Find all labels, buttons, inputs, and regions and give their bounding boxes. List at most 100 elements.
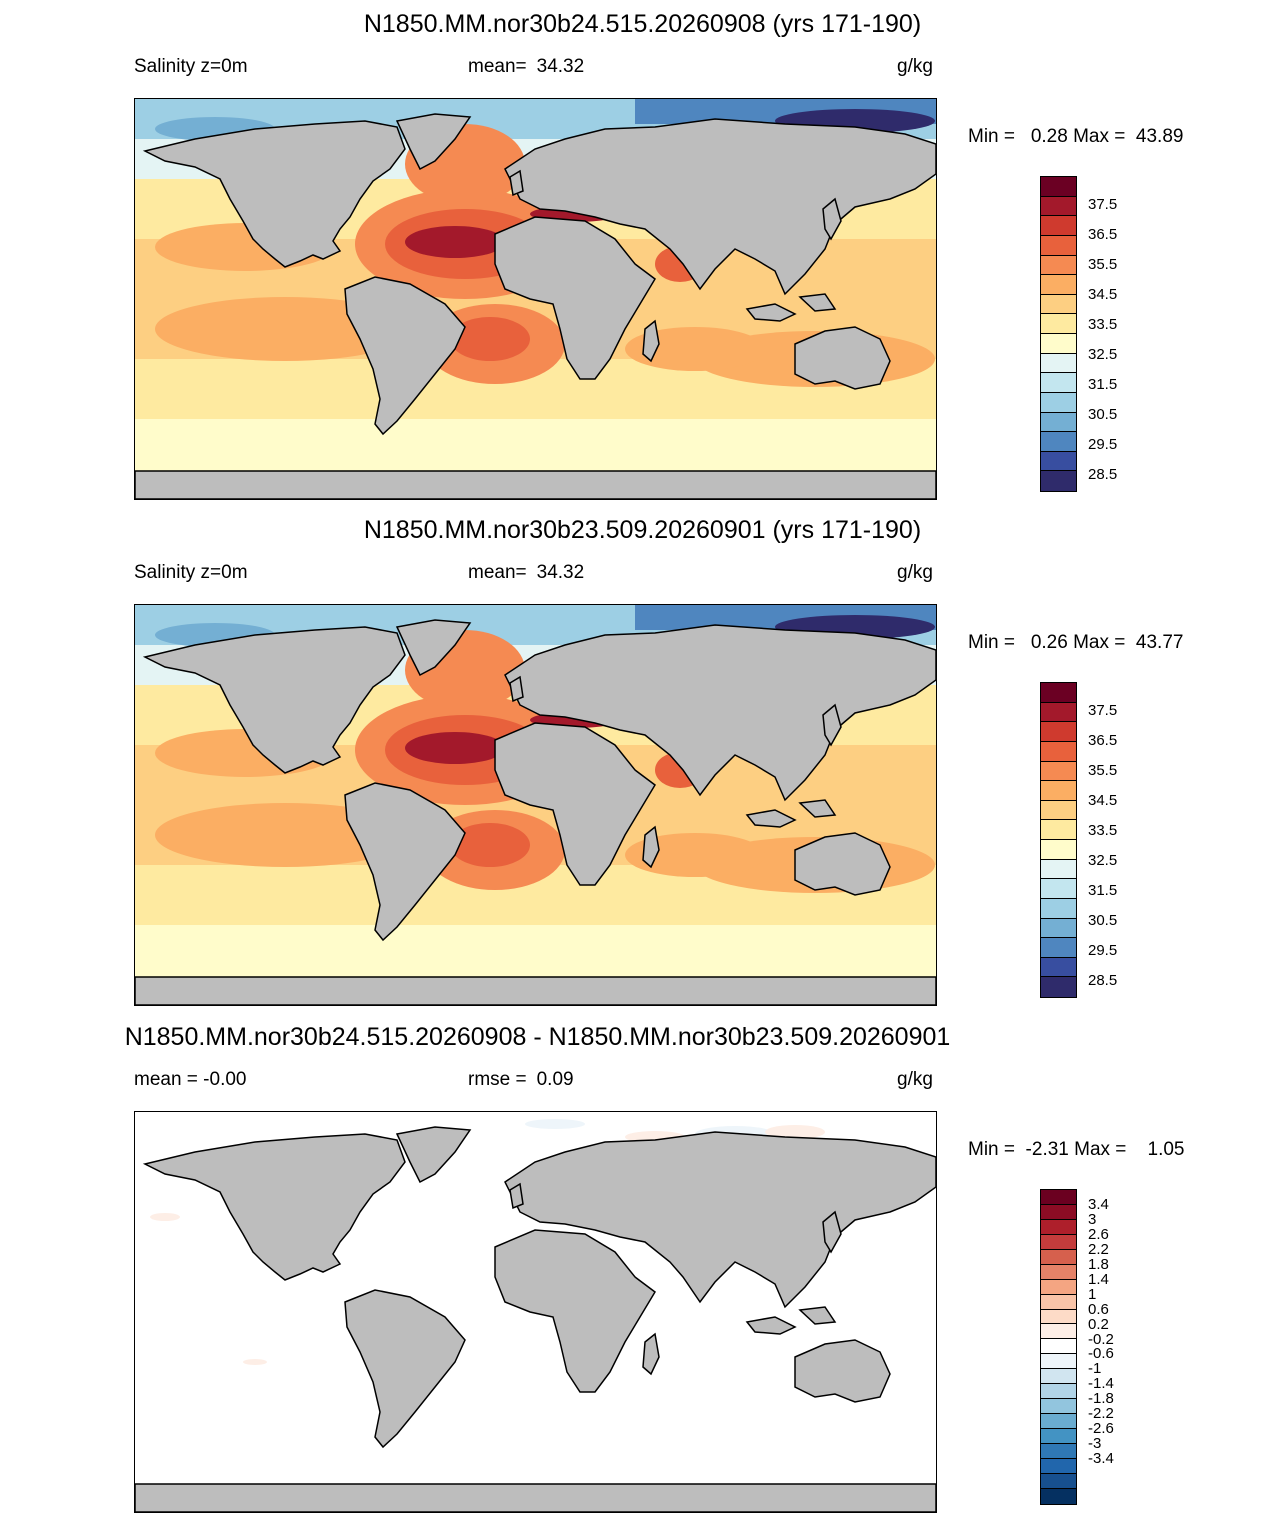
colorbar-tick-label: 33.5: [1088, 822, 1118, 839]
colorbar-swatch: [1041, 1324, 1076, 1340]
colorbar-swatch: [1041, 196, 1076, 217]
colorbar-tick-label: 1.4: [1088, 1270, 1109, 1288]
colorbar-tick-label: -1: [1088, 1360, 1102, 1378]
colorbar-swatch: [1041, 781, 1076, 801]
panel-title: N1850.MM.nor30b24.515.20260908 (yrs 171-…: [363, 10, 922, 38]
colorbar: [1040, 176, 1077, 492]
rmse-label: rmse = 0.09: [468, 1069, 574, 1090]
colorbar-tick-label: 32.5: [1088, 346, 1118, 363]
min-max-label: Min = 0.26 Max = 43.77: [968, 632, 1184, 653]
colorbar-tick-label: 34.5: [1088, 792, 1118, 809]
colorbar-swatch: [1041, 879, 1076, 899]
colorbar-tick-label: 28.5: [1088, 466, 1118, 483]
colorbar-tick-label: 37.5: [1088, 702, 1118, 719]
colorbar-swatch: [1041, 1249, 1076, 1265]
colorbar-swatch: [1041, 1354, 1076, 1370]
colorbar-swatch: [1041, 683, 1076, 703]
colorbar-tick-label: 30.5: [1088, 912, 1118, 929]
colorbar-swatch: [1041, 702, 1076, 723]
variable-label: Salinity z=0m: [134, 562, 248, 583]
panel-2: N1850.MM.nor30b23.509.20260901 (yrs 171-…: [0, 506, 1285, 1011]
colorbar-tick-label: -1.4: [1088, 1375, 1114, 1393]
mean-label: mean = -0.00: [134, 1069, 247, 1090]
colorbar-tick-label: 35.5: [1088, 256, 1118, 273]
mean-label: mean= 34.32: [468, 56, 585, 77]
colorbar-swatch: [1041, 1414, 1076, 1429]
colorbar-swatch: [1041, 471, 1076, 491]
salinity-map: [134, 604, 937, 1006]
colorbar-swatch: [1041, 938, 1076, 958]
colorbar-tick-label: 31.5: [1088, 882, 1118, 899]
difference-map: [134, 1111, 937, 1513]
colorbar-swatch: [1041, 1309, 1076, 1325]
colorbar-tick-label: -3: [1088, 1435, 1102, 1453]
colorbar: [1040, 1189, 1077, 1505]
colorbar-swatch: [1041, 1399, 1076, 1415]
colorbar-swatch: [1041, 412, 1076, 433]
colorbar-tick-label: 29.5: [1088, 436, 1118, 453]
colorbar-swatch: [1041, 820, 1076, 840]
colorbar-swatch: [1041, 373, 1076, 393]
units-label: g/kg: [897, 56, 933, 77]
colorbar-swatch: [1041, 334, 1076, 354]
colorbar-swatch: [1041, 1429, 1076, 1444]
colorbar-tick-label: 36.5: [1088, 226, 1118, 243]
colorbar-tick-label: -1.8: [1088, 1390, 1114, 1408]
variable-label: Salinity z=0m: [134, 56, 248, 77]
colorbar-tick-label: 30.5: [1088, 406, 1118, 423]
colorbar-swatch: [1041, 957, 1076, 978]
colorbar-tick-label: 29.5: [1088, 942, 1118, 959]
units-label: g/kg: [897, 562, 933, 583]
colorbar-tick-label: -0.2: [1088, 1330, 1114, 1348]
colorbar-swatch: [1041, 353, 1076, 374]
colorbar-swatch: [1041, 392, 1076, 413]
colorbar-swatch: [1041, 1190, 1076, 1205]
colorbar-swatch: [1041, 977, 1076, 997]
panel-1: N1850.MM.nor30b24.515.20260908 (yrs 171-…: [0, 0, 1285, 505]
colorbar-tick-label: -2.6: [1088, 1420, 1114, 1438]
panel-title: N1850.MM.nor30b24.515.20260908 - N1850.M…: [124, 1023, 951, 1051]
colorbar-tick-label: -0.6: [1088, 1345, 1114, 1363]
colorbar-swatch: [1041, 1264, 1076, 1280]
colorbar-tick-label: -3.4: [1088, 1450, 1114, 1468]
min-max-label: Min = -2.31 Max = 1.05: [968, 1139, 1185, 1160]
colorbar-swatch: [1041, 275, 1076, 295]
colorbar: [1040, 682, 1077, 998]
colorbar-swatch: [1041, 1443, 1076, 1459]
colorbar-tick-label: 35.5: [1088, 762, 1118, 779]
mean-label: mean= 34.32: [468, 562, 585, 583]
colorbar-tick-label: 34.5: [1088, 286, 1118, 303]
colorbar-swatch: [1041, 314, 1076, 334]
colorbar-tick-label: 0.2: [1088, 1315, 1109, 1333]
colorbar-swatch: [1041, 1369, 1076, 1385]
colorbar-swatch: [1041, 451, 1076, 472]
colorbar-swatch: [1041, 859, 1076, 880]
colorbar-swatch: [1041, 761, 1076, 782]
colorbar-tick-label: 2.6: [1088, 1225, 1109, 1243]
colorbar-swatch: [1041, 1458, 1076, 1474]
colorbar-swatch: [1041, 840, 1076, 860]
colorbar-swatch: [1041, 918, 1076, 939]
colorbar-tick-label: 32.5: [1088, 852, 1118, 869]
colorbar-tick-label: 37.5: [1088, 196, 1118, 213]
colorbar-swatch: [1041, 294, 1076, 315]
colorbar-swatch: [1041, 1294, 1076, 1310]
colorbar-swatch: [1041, 800, 1076, 821]
colorbar-swatch: [1041, 1279, 1076, 1295]
colorbar-swatch: [1041, 216, 1076, 236]
colorbar-tick-label: 3.4: [1088, 1195, 1109, 1213]
colorbar-tick-label: 1.8: [1088, 1255, 1109, 1273]
colorbar-swatch: [1041, 1339, 1076, 1355]
colorbar-tick-label: 0.6: [1088, 1300, 1109, 1318]
colorbar-swatch: [1041, 1204, 1076, 1220]
colorbar-swatch: [1041, 1384, 1076, 1400]
colorbar-tick-label: 33.5: [1088, 316, 1118, 333]
colorbar-swatch: [1041, 177, 1076, 197]
min-max-label: Min = 0.28 Max = 43.89: [968, 126, 1184, 147]
colorbar-tick-label: 1: [1088, 1285, 1097, 1303]
panel-3: N1850.MM.nor30b24.515.20260908 - N1850.M…: [0, 1013, 1285, 1518]
colorbar-swatch: [1041, 1219, 1076, 1235]
panel-title: N1850.MM.nor30b23.509.20260901 (yrs 171-…: [363, 516, 922, 544]
colorbar-swatch: [1041, 722, 1076, 742]
colorbar-swatch: [1041, 432, 1076, 452]
